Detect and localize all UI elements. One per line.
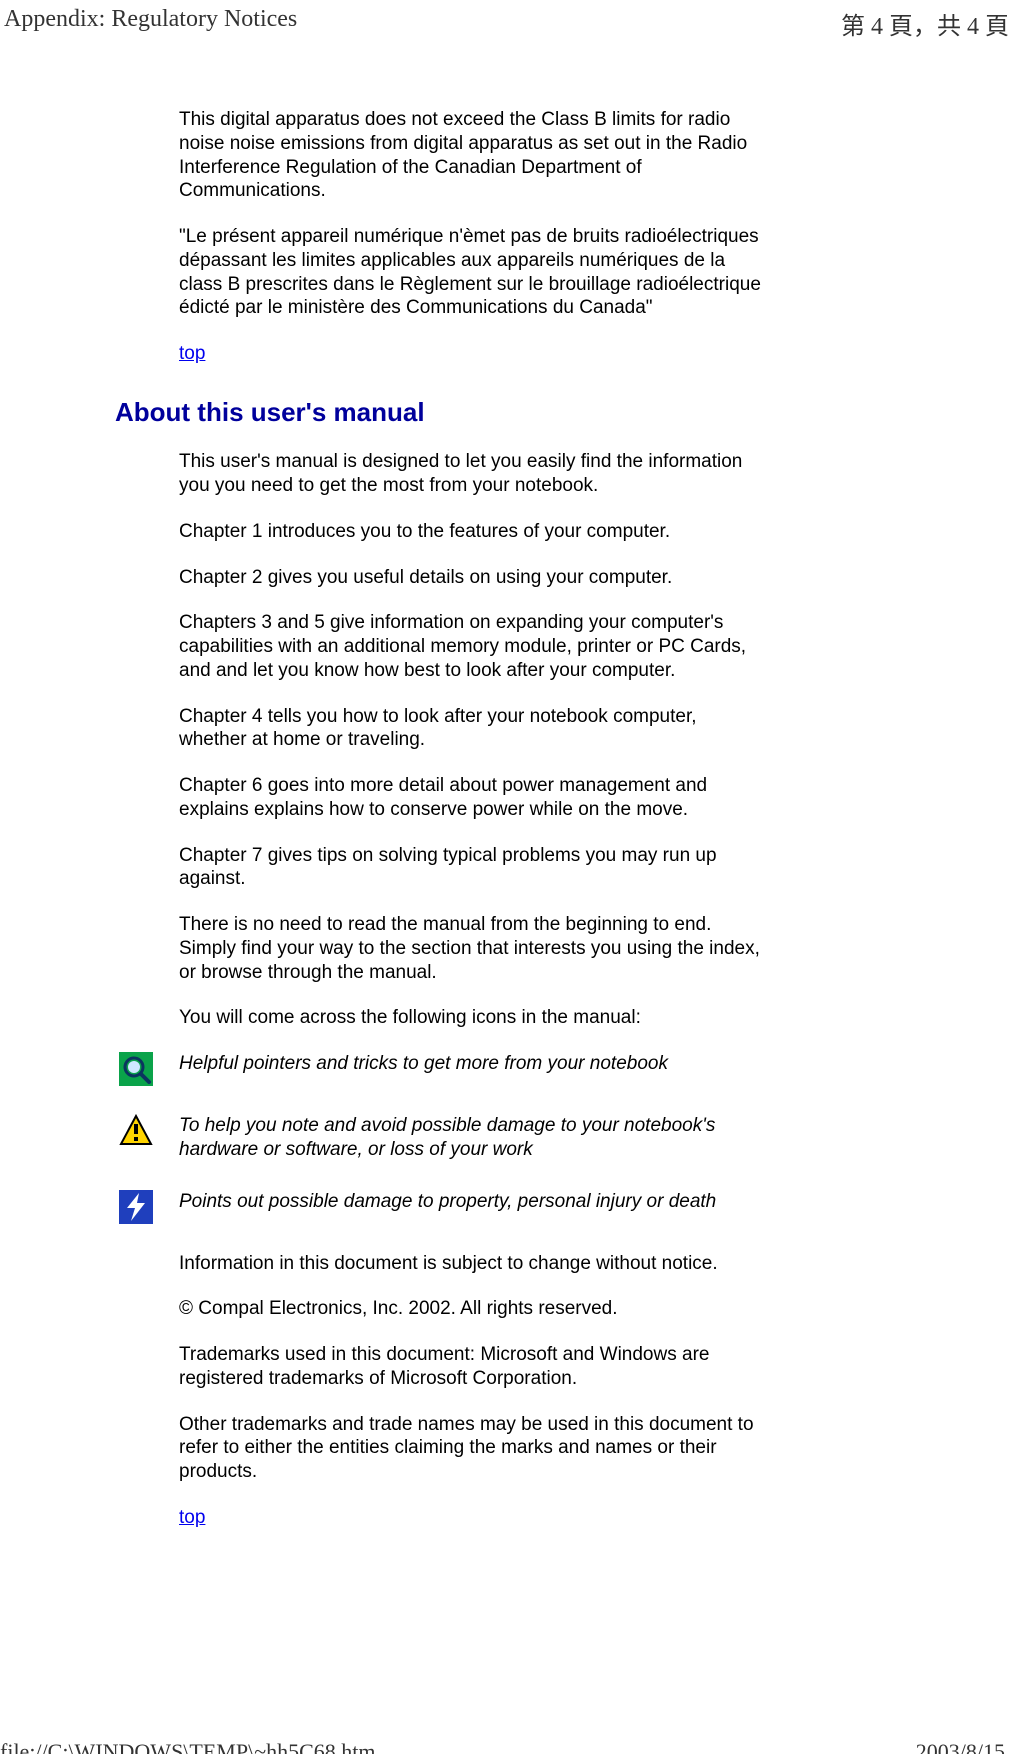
top-link[interactable]: top [179,343,205,364]
trademark-other: Other trademarks and trade names may be … [179,1413,769,1484]
reading-guidance: There is no need to read the manual from… [179,913,769,984]
chapter-2-desc: Chapter 2 gives you useful details on us… [179,566,769,590]
icon-row-danger: Points out possible damage to property, … [179,1190,769,1224]
regulatory-text-fr: "Le présent appareil numérique n'èmet pa… [179,225,769,320]
regulatory-text-en: This digital apparatus does not exceed t… [179,108,769,203]
footer-date: 2003/8/15 [916,1740,1005,1754]
content-area: This digital apparatus does not exceed t… [179,108,769,1552]
trademark-ms: Trademarks used in this document: Micros… [179,1343,769,1391]
chapter-3-5-desc: Chapters 3 and 5 give information on exp… [179,611,769,682]
icon-row-caution: To help you note and avoid possible dama… [179,1114,769,1162]
page-container: Appendix: Regulatory Notices 第 4 頁，共 4 頁… [0,0,1013,1754]
caution-text: To help you note and avoid possible dama… [179,1114,769,1162]
page-footer: file://C:\WINDOWS\TEMP\~hh5C68.htm 2003/… [0,1740,1005,1754]
about-intro: This user's manual is designed to let yo… [179,450,769,498]
top-link[interactable]: top [179,1507,205,1528]
warning-icon [119,1114,153,1148]
chapter-6-desc: Chapter 6 goes into more detail about po… [179,774,769,822]
chapter-4-desc: Chapter 4 tells you how to look after yo… [179,705,769,753]
danger-text: Points out possible damage to property, … [179,1190,716,1214]
header-page-count: 第 4 頁，共 4 頁 [841,6,1009,41]
tips-text: Helpful pointers and tricks to get more … [179,1052,668,1076]
magnify-icon [119,1052,153,1086]
copyright-notice: © Compal Electronics, Inc. 2002. All rig… [179,1297,769,1321]
chapter-7-desc: Chapter 7 gives tips on solving typical … [179,844,769,892]
page-header: Appendix: Regulatory Notices 第 4 頁，共 4 頁 [4,6,1009,41]
icon-row-tips: Helpful pointers and tricks to get more … [179,1052,769,1086]
icons-intro: You will come across the following icons… [179,1006,769,1030]
chapter-1-desc: Chapter 1 introduces you to the features… [179,520,769,544]
footer-path: file://C:\WINDOWS\TEMP\~hh5C68.htm [0,1740,376,1754]
about-heading: About this user's manual [115,396,769,429]
disclaimer-change: Information in this document is subject … [179,1252,769,1276]
header-title: Appendix: Regulatory Notices [4,6,297,41]
bolt-icon [119,1190,153,1224]
